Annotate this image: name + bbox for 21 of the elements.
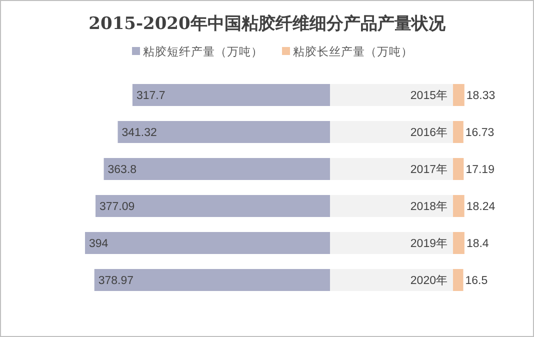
data-label: 377.09 <box>100 201 135 213</box>
y-tick-label: 2018年 <box>410 200 448 213</box>
data-label: 16.73 <box>465 127 494 139</box>
data-label: 378.97 <box>98 275 134 287</box>
y-tick-label: 2019年 <box>410 237 448 250</box>
legend-label: 粘胶短纤产量（万吨） <box>143 44 263 58</box>
data-label: 363.8 <box>108 164 137 176</box>
chart-title: 2015-2020年中国粘胶纤维细分产品产量状况 <box>88 14 446 34</box>
y-tick-label: 2017年 <box>410 163 448 176</box>
data-label: 341.32 <box>122 127 157 139</box>
data-label: 18.33 <box>466 90 496 102</box>
data-label: 317.7 <box>136 90 166 102</box>
y-tick-label: 2015年 <box>410 89 448 102</box>
data-label: 18.24 <box>466 201 496 213</box>
data-label: 17.19 <box>466 164 494 176</box>
legend-label: 粘胶长丝产量（万吨） <box>293 44 413 58</box>
data-label: 18.4 <box>466 238 490 250</box>
data-label: 394 <box>89 238 109 250</box>
data-label: 16.5 <box>465 275 488 287</box>
y-tick-label: 2020年 <box>410 274 448 287</box>
y-tick-label: 2016年 <box>410 126 448 139</box>
